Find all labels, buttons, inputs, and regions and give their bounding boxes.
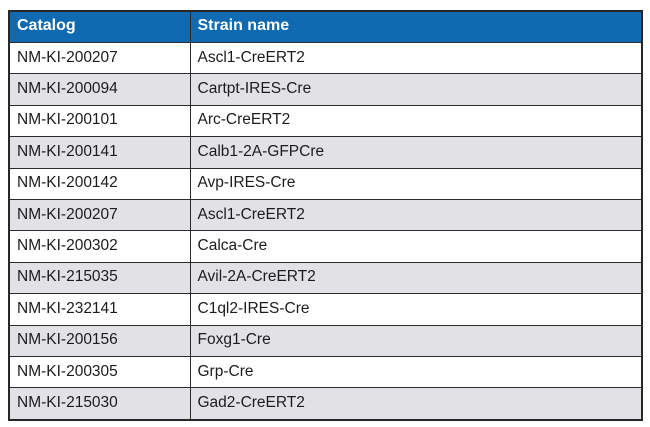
catalog-cell: NM-KI-200141 [8,136,191,169]
catalog-cell: NM-KI-200207 [8,198,191,232]
catalog-cell: NM-KI-200094 [8,73,191,106]
table-row: NM-KI-200207 Ascl1-CreERT2 [8,41,643,75]
table-row: NM-KI-200207 Ascl1-CreERT2 [8,198,643,232]
catalog-cell: NM-KI-200142 [8,167,191,200]
strain-table-container: Catalog Strain name NM-KI-200207 Ascl1-C… [8,10,643,421]
strain-cell: Cartpt-IRES-Cre [189,73,643,106]
catalog-cell: NM-KI-200156 [8,324,191,357]
strain-cell: Ascl1-CreERT2 [189,198,643,232]
strain-cell: Calb1-2A-GFPCre [189,136,643,169]
catalog-cell: NM-KI-200305 [8,355,191,389]
catalog-cell: NM-KI-200207 [8,41,191,75]
strain-cell: Ascl1-CreERT2 [189,41,643,75]
table-row: NM-KI-200156 Foxg1-Cre [8,324,643,357]
table-row: NM-KI-215030 Gad2-CreERT2 [8,387,643,421]
strain-cell: C1ql2-IRES-Cre [189,293,643,326]
table-row: NM-KI-200101 Arc-CreERT2 [8,104,643,138]
header-row: Catalog Strain name [8,10,643,43]
strain-cell: Avil-2A-CreERT2 [189,261,643,295]
catalog-cell: NM-KI-200101 [8,104,191,138]
table-row: NM-KI-200302 Calca-Cre [8,230,643,263]
catalog-cell: NM-KI-232141 [8,293,191,326]
strain-cell: Avp-IRES-Cre [189,167,643,200]
catalog-cell: NM-KI-215035 [8,261,191,295]
catalog-cell: NM-KI-200302 [8,230,191,263]
strain-cell: Gad2-CreERT2 [189,387,643,421]
strain-cell: Foxg1-Cre [189,324,643,357]
strain-cell: Calca-Cre [189,230,643,263]
table-row: NM-KI-200142 Avp-IRES-Cre [8,167,643,200]
strain-cell: Grp-Cre [189,355,643,389]
column-header-strain-name: Strain name [189,10,643,43]
table-body: NM-KI-200207 Ascl1-CreERT2 NM-KI-200094 … [8,41,643,421]
column-header-catalog: Catalog [8,10,191,43]
catalog-cell: NM-KI-215030 [8,387,191,421]
strain-cell: Arc-CreERT2 [189,104,643,138]
table-row: NM-KI-200094 Cartpt-IRES-Cre [8,73,643,106]
table-row: NM-KI-200305 Grp-Cre [8,355,643,389]
table-row: NM-KI-215035 Avil-2A-CreERT2 [8,261,643,295]
strain-table: Catalog Strain name NM-KI-200207 Ascl1-C… [8,10,643,421]
table-row: NM-KI-232141 C1ql2-IRES-Cre [8,293,643,326]
table-header: Catalog Strain name [8,10,643,43]
table-row: NM-KI-200141 Calb1-2A-GFPCre [8,136,643,169]
